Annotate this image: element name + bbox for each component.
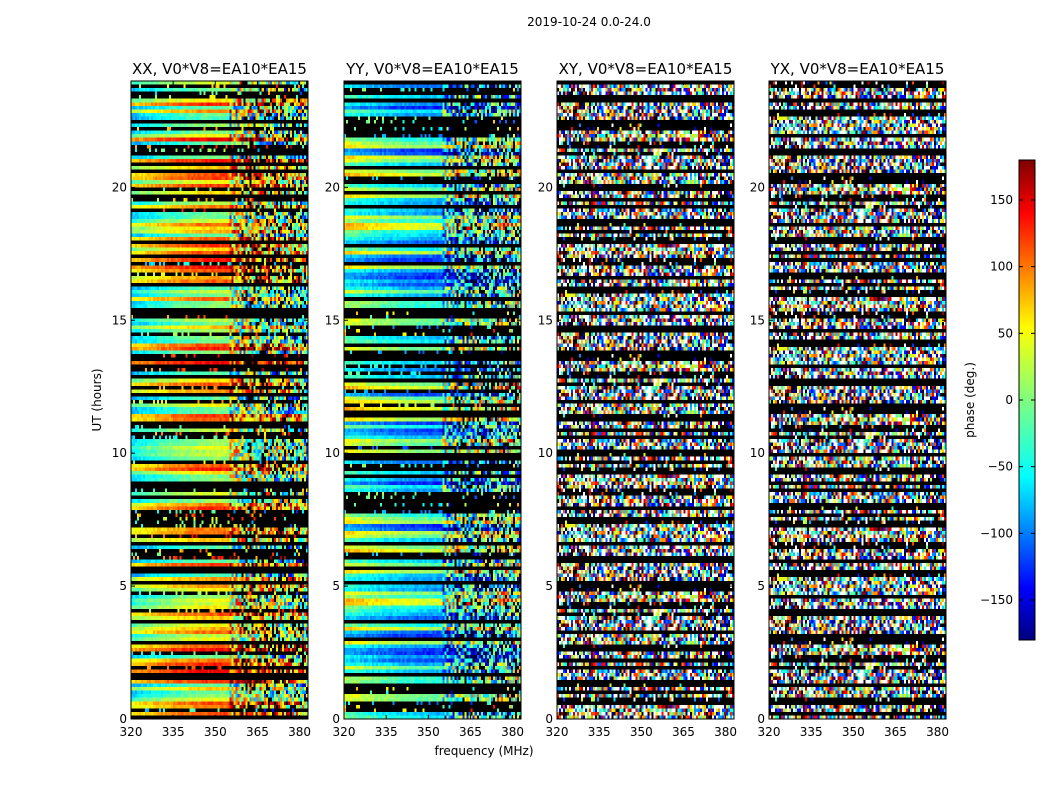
panel-2-heatmap: [344, 81, 521, 719]
x-tick-label: 335: [588, 725, 611, 739]
figure-suptitle: 2019-10-24 0.0-24.0: [527, 15, 651, 29]
y-tick-label: 5: [332, 579, 340, 593]
x-tick-label: 380: [926, 725, 949, 739]
x-tick-label: 365: [884, 725, 907, 739]
x-tick-label: 350: [630, 725, 653, 739]
y-tick-label: 15: [538, 313, 553, 327]
y-tick-label: 5: [757, 579, 765, 593]
y-tick-label: 10: [750, 446, 765, 460]
panel-4: YX, V0*V8=EA10*EA15 320 335 350 365 380 0 5 10 15…: [750, 60, 949, 739]
panel-1: XX, V0*V8=EA10*EA15 320 335 350 365 380 0 5 10 15…: [112, 60, 311, 739]
y-tick-label: 15: [112, 313, 127, 327]
x-tick-label: 365: [672, 725, 695, 739]
y-tick-label: 10: [538, 446, 553, 460]
y-tick-label: 5: [545, 579, 553, 593]
panel-3-frame: [556, 80, 735, 720]
panel-4-heatmap: [769, 81, 946, 719]
y-axis-label: UT (hours): [90, 368, 104, 431]
colorbar-label: phase (deg.): [963, 362, 977, 438]
x-tick-label: 380: [501, 725, 524, 739]
y-tick-label: 0: [545, 712, 553, 726]
y-tick-label: 15: [325, 313, 340, 327]
x-tick-label: 350: [204, 725, 227, 739]
panel-2-title: YY, V0*V8=EA10*EA15: [345, 60, 519, 78]
colorbar-ticks: 150 100 50 0 −50 −100 −150: [980, 193, 1035, 607]
colorbar-tick-label: −50: [988, 460, 1013, 474]
x-tick-label: 365: [459, 725, 482, 739]
y-tick-label: 5: [119, 579, 127, 593]
panel-1-frame: [130, 80, 309, 720]
colorbar-tick-label: 50: [998, 326, 1013, 340]
x-tick-label: 320: [120, 725, 143, 739]
x-tick-label: 320: [758, 725, 781, 739]
y-tick-label: 20: [538, 180, 553, 194]
y-tick-label: 0: [757, 712, 765, 726]
panel-4-frame: [768, 80, 947, 720]
colorbar-tick-label: −100: [980, 526, 1013, 540]
panel-2: YY, V0*V8=EA10*EA15 320 335 350 365 380 0 5 10 15…: [325, 60, 524, 739]
colorbar-tick-label: 0: [1005, 393, 1013, 407]
colorbar-tick-label: 100: [990, 260, 1013, 274]
colorbar: 150 100 50 0 −50 −100 −150 phase (deg.): [963, 159, 1036, 641]
x-tick-label: 320: [546, 725, 569, 739]
panel-3: XY, V0*V8=EA10*EA15 320 335 350 365 380 0 5 10 15…: [538, 60, 737, 739]
y-tick-label: 20: [325, 180, 340, 194]
x-tick-label: 320: [333, 725, 356, 739]
panel-1-heatmap: [131, 81, 308, 719]
y-tick-label: 0: [119, 712, 127, 726]
x-tick-label: 350: [417, 725, 440, 739]
x-axis-label: frequency (MHz): [434, 744, 533, 758]
x-tick-label: 365: [246, 725, 269, 739]
panel-4-title: YX, V0*V8=EA10*EA15: [770, 60, 945, 78]
y-tick-label: 20: [112, 180, 127, 194]
y-tick-label: 0: [332, 712, 340, 726]
x-tick-label: 380: [714, 725, 737, 739]
x-tick-label: 335: [800, 725, 823, 739]
panel-2-frame: [343, 80, 522, 720]
panel-3-heatmap: [557, 81, 734, 719]
panels: XX, V0*V8=EA10*EA15 320 335 350 365 380 0 5 10 15…: [112, 60, 949, 739]
x-tick-label: 380: [288, 725, 311, 739]
panel-1-title: XX, V0*V8=EA10*EA15: [132, 60, 307, 78]
x-tick-label: 335: [162, 725, 185, 739]
colorbar-tick-label: −150: [980, 593, 1013, 607]
y-tick-label: 20: [750, 180, 765, 194]
y-tick-label: 15: [750, 313, 765, 327]
x-tick-label: 335: [375, 725, 398, 739]
panel-3-title: XY, V0*V8=EA10*EA15: [559, 60, 733, 78]
y-tick-label: 10: [325, 446, 340, 460]
x-tick-label: 350: [842, 725, 865, 739]
colorbar-tick-label: 150: [990, 193, 1013, 207]
y-tick-label: 10: [112, 446, 127, 460]
